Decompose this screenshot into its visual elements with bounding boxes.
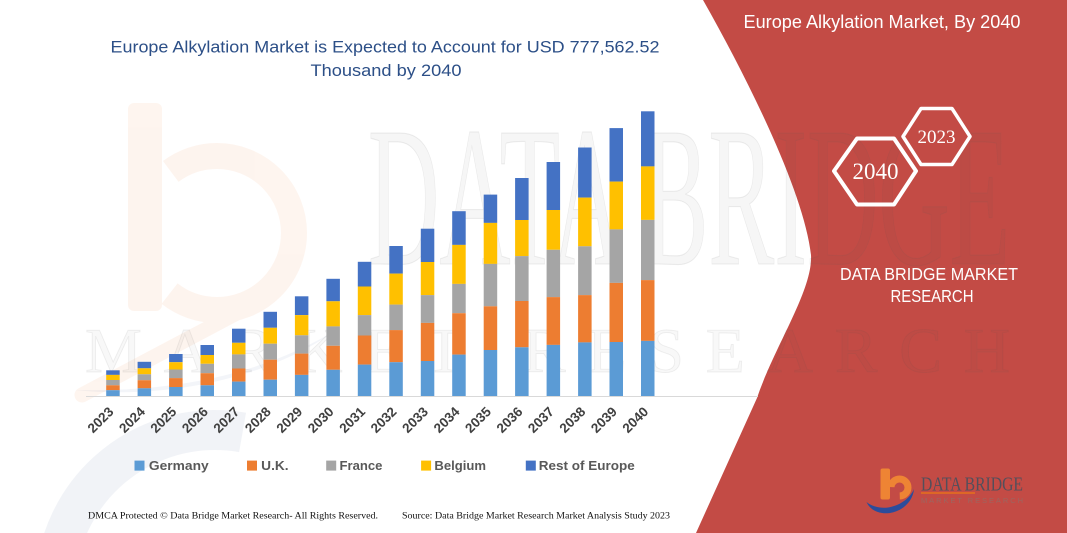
svg-text:Belgium: Belgium: [434, 459, 486, 473]
svg-text:Thousand by 2040: Thousand by 2040: [311, 62, 462, 80]
svg-text:Europe Alkylation Market is Ex: Europe Alkylation Market is Expected to …: [111, 39, 660, 57]
svg-text:RESEARCH: RESEARCH: [891, 286, 974, 306]
svg-text:Germany: Germany: [149, 459, 209, 473]
svg-text:France: France: [340, 459, 383, 473]
svg-text:2023: 2023: [918, 127, 956, 148]
svg-text:Source: Data Bridge Market Res: Source: Data Bridge Market Research Mark…: [402, 512, 670, 522]
svg-text:DATA BRIDGE: DATA BRIDGE: [368, 87, 1010, 308]
svg-text:MARKET RESEARCH: MARKET RESEARCH: [921, 496, 1023, 505]
svg-text:DMCA Protected © Data Bridge M: DMCA Protected © Data Bridge Market Rese…: [88, 511, 378, 522]
svg-text:U.K.: U.K.: [261, 459, 288, 473]
svg-text:2040: 2040: [853, 159, 899, 184]
svg-text:DATA BRIDGE: DATA BRIDGE: [921, 474, 1023, 496]
svg-text:Europe Alkylation Market, By 2: Europe Alkylation Market, By 2040: [744, 12, 1021, 32]
svg-text:DATA BRIDGE MARKET: DATA BRIDGE MARKET: [840, 264, 1018, 284]
svg-text:Rest of Europe: Rest of Europe: [539, 459, 635, 473]
